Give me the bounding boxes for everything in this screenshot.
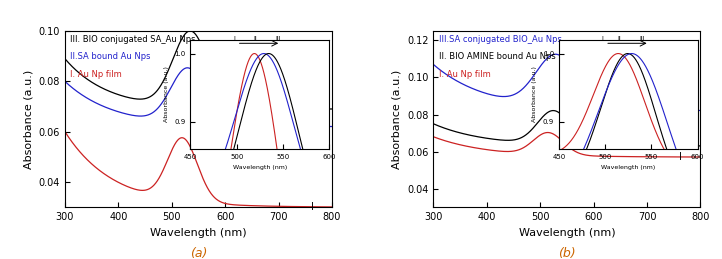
Text: I. Au Np film: I. Au Np film <box>439 70 490 79</box>
Text: III: III <box>679 105 687 116</box>
Y-axis label: Absorbance (a.u.): Absorbance (a.u.) <box>23 69 33 169</box>
Text: (a): (a) <box>190 247 207 259</box>
Text: II: II <box>310 121 316 132</box>
Text: II: II <box>679 141 684 151</box>
Text: III. BIO conjugated SA_Au Nps: III. BIO conjugated SA_Au Nps <box>70 35 196 44</box>
Y-axis label: Absorbance (a.u.): Absorbance (a.u.) <box>391 69 401 169</box>
Text: I: I <box>679 152 682 162</box>
Text: II. BIO AMINE bound Au Nps: II. BIO AMINE bound Au Nps <box>439 52 555 61</box>
Text: III.SA conjugated BIO_Au Nps: III.SA conjugated BIO_Au Nps <box>439 35 562 44</box>
X-axis label: Wavelength (nm): Wavelength (nm) <box>150 228 247 238</box>
Text: III: III <box>310 104 319 114</box>
Text: I: I <box>310 202 313 212</box>
Text: I. Au Np film: I. Au Np film <box>70 70 122 79</box>
X-axis label: Wavelength (nm): Wavelength (nm) <box>518 228 615 238</box>
Text: (b): (b) <box>558 247 575 259</box>
Text: II.SA bound Au Nps: II.SA bound Au Nps <box>70 52 151 61</box>
